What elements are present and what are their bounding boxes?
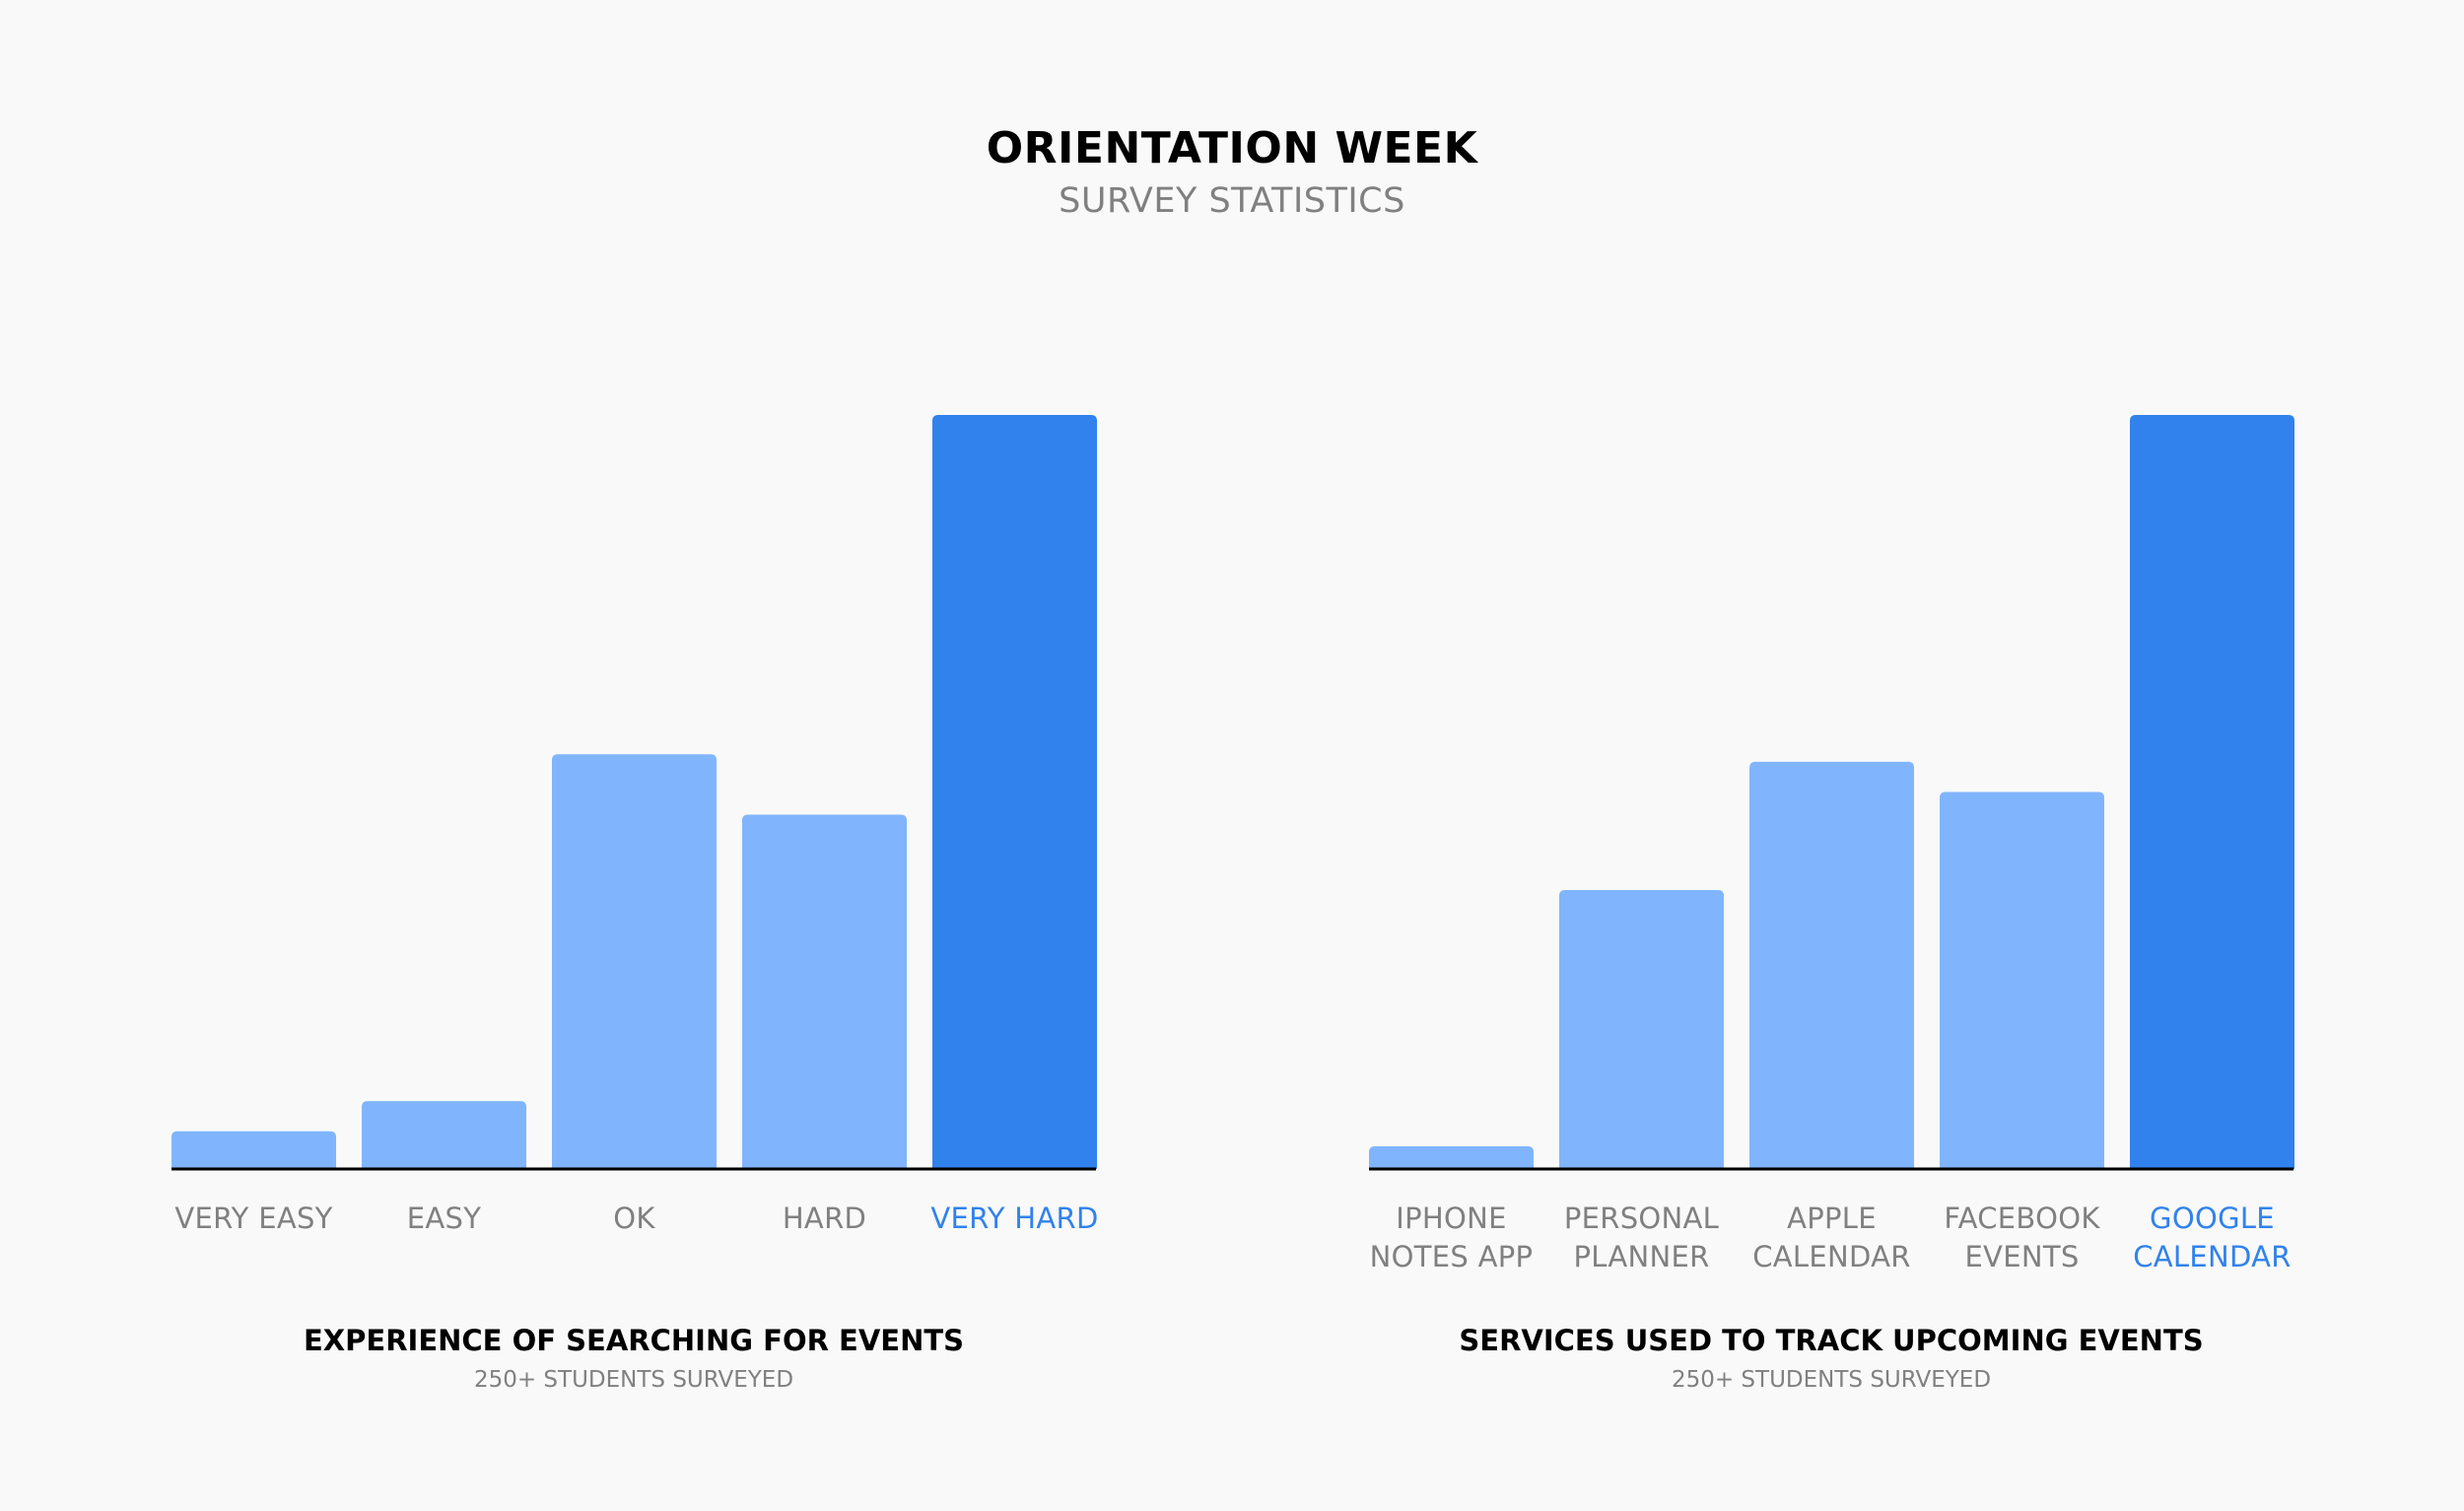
tick-label: GOOGLE CALENDAR bbox=[2133, 1202, 2291, 1273]
tick-label: EASY bbox=[407, 1202, 481, 1235]
bar-google-calendar bbox=[2130, 415, 2294, 1169]
chart-title: EXPERIENCE OF SEARCHING FOR EVENTS bbox=[304, 1324, 964, 1357]
page-header: ORIENTATION WEEK SURVEY STATISTICS bbox=[0, 116, 2464, 221]
chart-tracking-services: IPHONE NOTES APP PERSONAL PLANNER APPLE CALEN… bbox=[1369, 415, 2294, 1393]
bar-facebook-events bbox=[1940, 791, 2104, 1169]
bar-very-hard bbox=[932, 415, 1097, 1169]
bar-iphone-notes-app bbox=[1369, 1146, 1534, 1169]
tick-label: PERSONAL PLANNER bbox=[1564, 1202, 1719, 1273]
bar-apple-calendar bbox=[1749, 761, 1914, 1169]
page-subtitle: SURVEY STATISTICS bbox=[1059, 181, 1405, 221]
chart-subtitle: 250+ STUDENTS SURVEYED bbox=[474, 1367, 793, 1393]
chart-title: SERVICES USED TO TRACK UPCOMING EVENTS bbox=[1459, 1324, 2203, 1357]
tick-label: FACEBOOK EVENTS bbox=[1944, 1202, 2100, 1273]
tick-label: HARD bbox=[783, 1202, 866, 1235]
tick-label: OK bbox=[613, 1202, 655, 1235]
tick-label: VERY EASY bbox=[174, 1202, 332, 1235]
bar-very-easy bbox=[171, 1131, 336, 1169]
tick-label: VERY HARD bbox=[930, 1202, 1098, 1235]
page-title: ORIENTATION WEEK bbox=[986, 123, 1478, 173]
chart-subtitle: 250+ STUDENTS SURVEYED bbox=[1672, 1367, 1991, 1393]
tick-label: APPLE CALENDAR bbox=[1752, 1202, 1910, 1273]
bar-ok bbox=[552, 754, 717, 1169]
bar-hard bbox=[742, 814, 907, 1169]
bar-personal-planner bbox=[1559, 889, 1724, 1169]
chart-search-experience: VERY EASY EASY OK HARD VERY HARD EXPERIENCE O… bbox=[171, 415, 1098, 1393]
tick-label: IPHONE NOTES APP bbox=[1370, 1202, 1534, 1273]
bar-easy bbox=[362, 1101, 526, 1169]
